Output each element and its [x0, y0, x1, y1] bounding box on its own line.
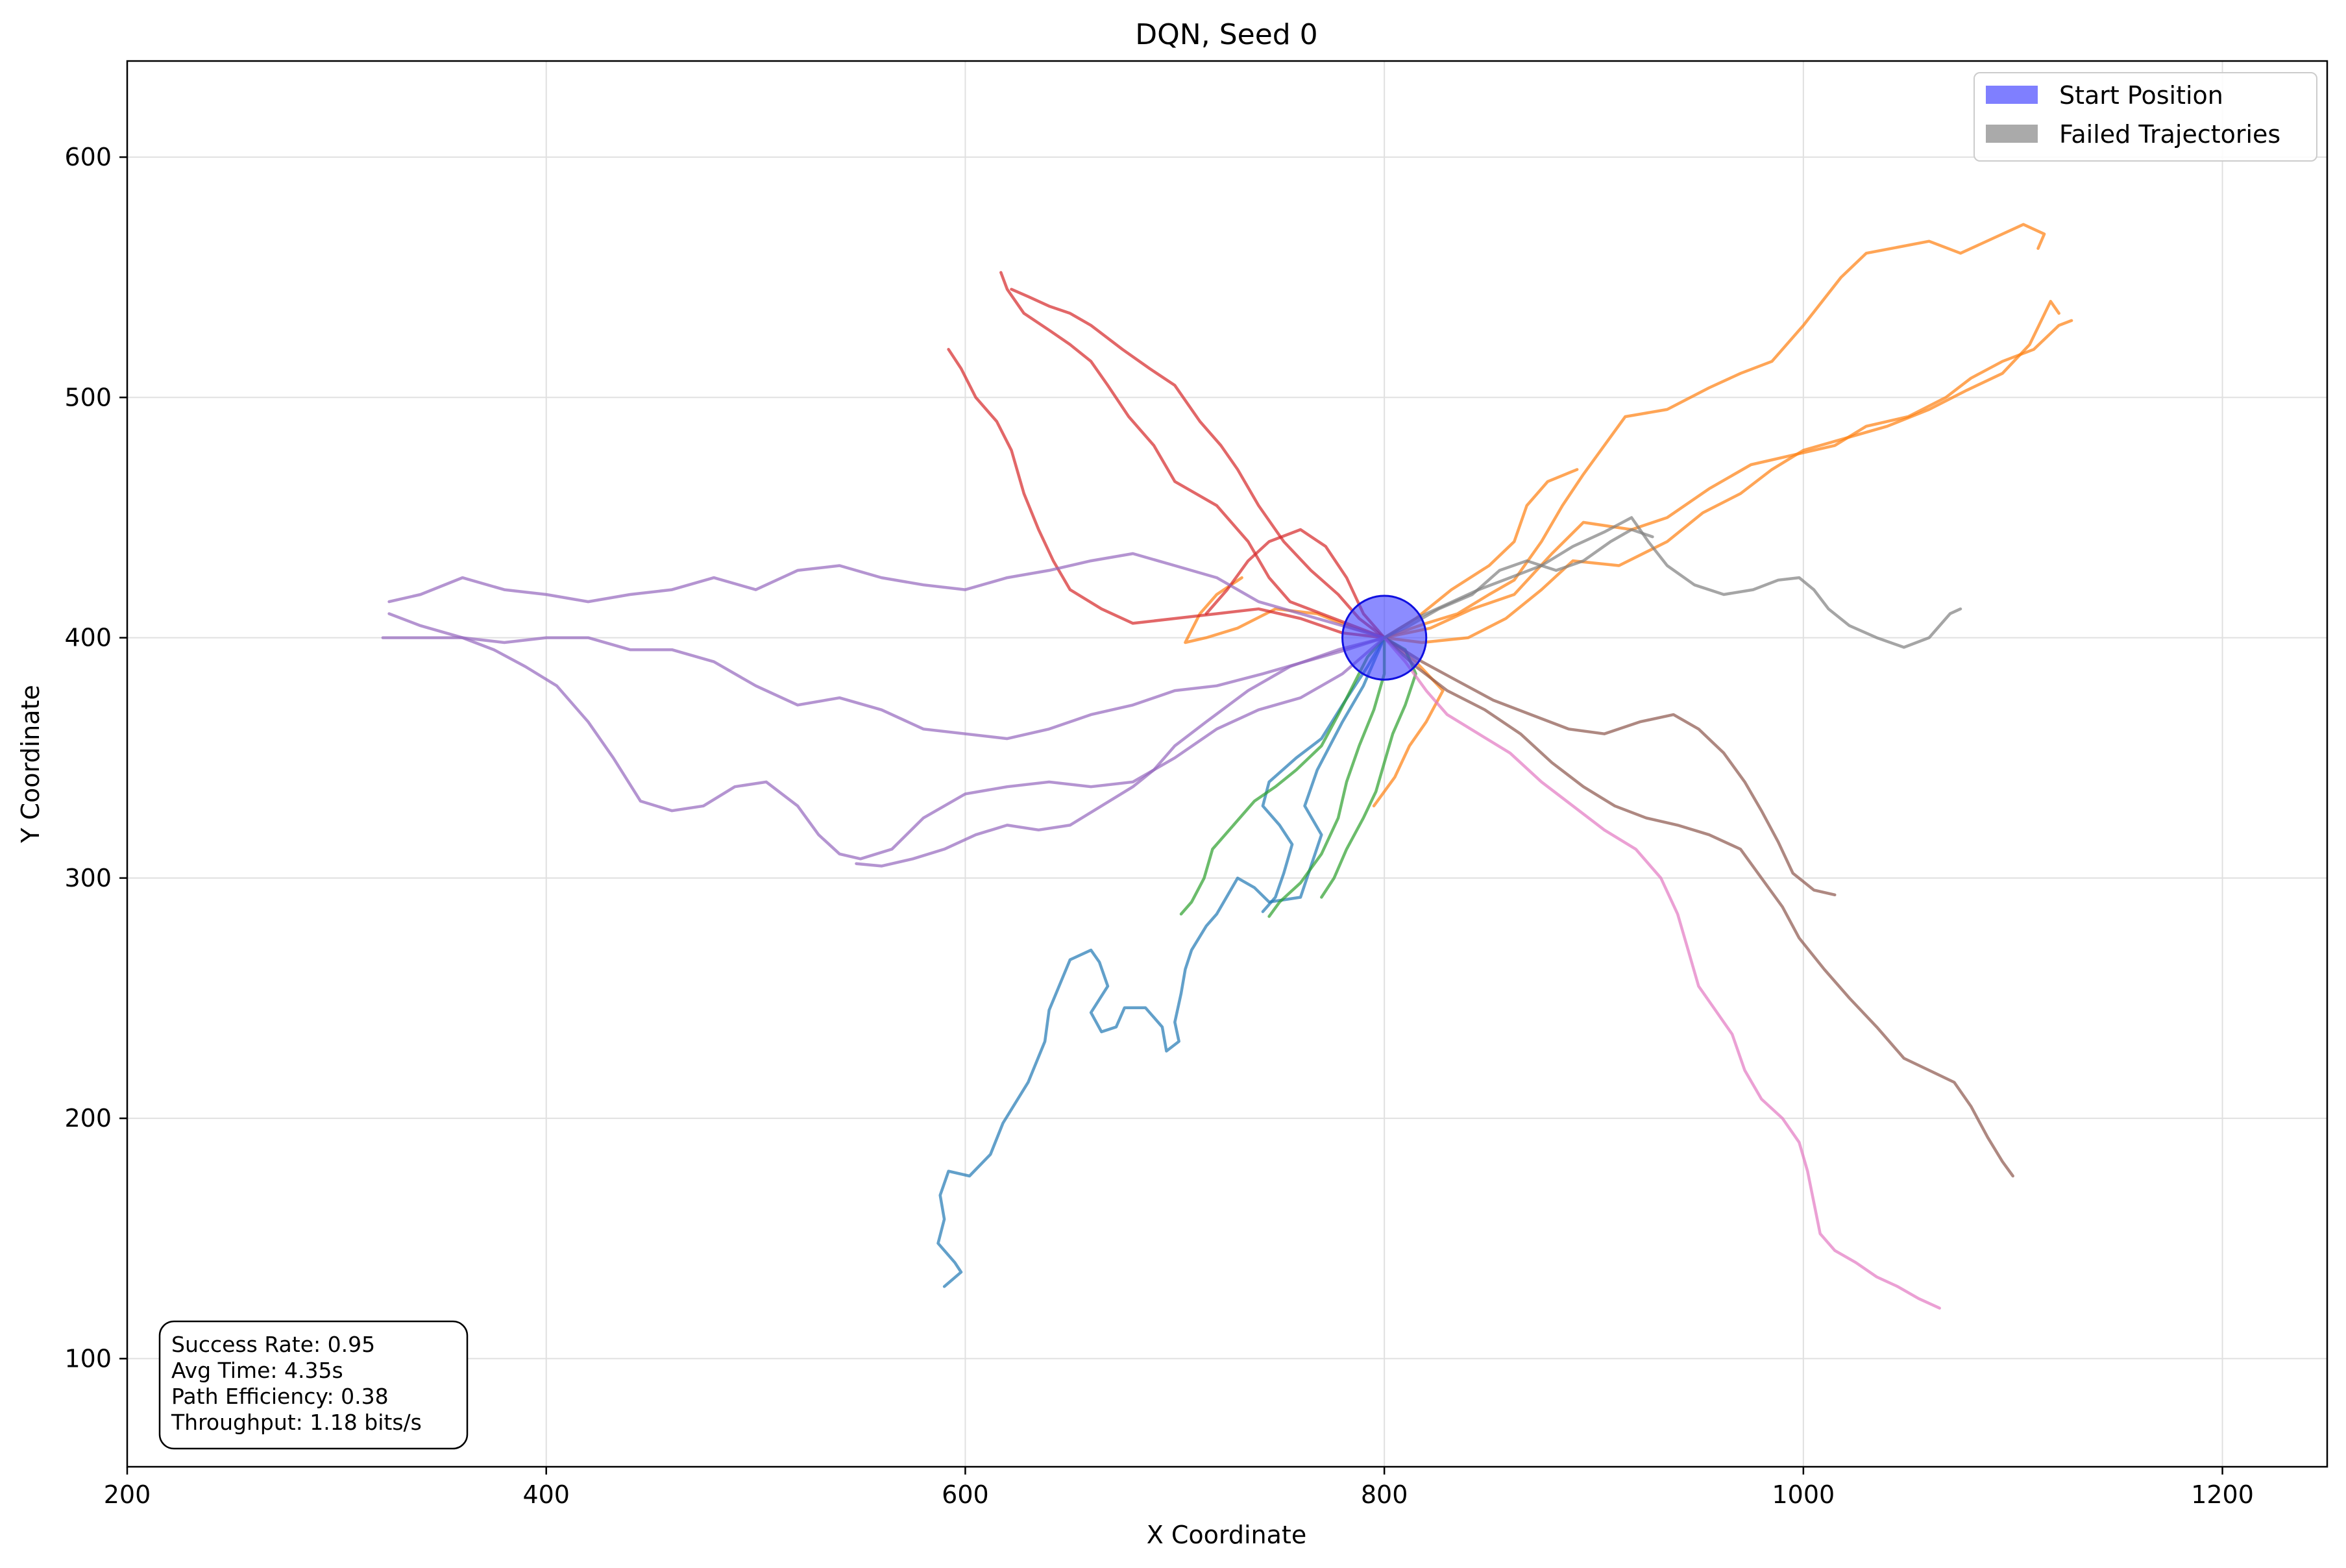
x-tick-label: 800 — [1361, 1480, 1408, 1509]
start-position-marker — [1341, 594, 1428, 681]
y-tick-label: 200 — [64, 1104, 112, 1133]
x-tick-label: 600 — [942, 1480, 989, 1509]
axis-ticks: 200 400 600 800 1000 1200 100 200 300 400 500 600 — [64, 143, 2253, 1509]
legend-swatch-failed-trajectories — [1986, 125, 2038, 143]
x-tick-label: 1000 — [1772, 1480, 1835, 1509]
legend-label-failed-trajectories: Failed Trajectories — [2059, 120, 2280, 149]
trajectory-20 — [1382, 636, 1837, 897]
trajectories-layer — [381, 223, 2073, 1310]
trajectory-13 — [947, 348, 1386, 639]
trajectory-16 — [381, 636, 1386, 741]
y-tick-label: 300 — [64, 864, 112, 892]
trajectory-3 — [1382, 319, 2073, 639]
trajectory-11 — [999, 271, 1386, 639]
trajectory-7 — [1382, 468, 1579, 639]
legend-box — [1973, 72, 2317, 162]
plot-background — [127, 61, 2327, 1467]
trajectory-4 — [1382, 300, 2060, 644]
stat-throughput: Throughput: 1.18 bits/s — [171, 1410, 422, 1435]
stats-box: Success Rate: 0.95 Avg Time: 4.35s Path … — [158, 1320, 469, 1450]
stat-path-efficiency: Path Efficiency: 0.38 — [171, 1384, 389, 1409]
start-position-layer — [1341, 594, 1428, 681]
failed-trajectory-22 — [1382, 516, 1962, 649]
stat-avg-time: Avg Time: 4.35s — [171, 1358, 343, 1383]
y-tick-label: 100 — [64, 1344, 112, 1373]
trajectory-12 — [1010, 288, 1386, 639]
y-tick-label: 500 — [64, 383, 112, 411]
trajectory-8 — [1179, 636, 1386, 916]
y-axis-label: Y Coordinate — [16, 685, 45, 844]
trajectory-2 — [1382, 223, 2046, 639]
plot-area — [126, 60, 2328, 1468]
failed-trajectory-23 — [1382, 528, 1654, 639]
trajectory-9 — [1267, 636, 1386, 918]
x-tick-label: 1200 — [2191, 1480, 2254, 1509]
legend-swatch-start-position — [1986, 86, 2038, 104]
legend-label-start-position: Start Position — [2059, 81, 2223, 110]
trajectory-14 — [1204, 528, 1386, 639]
y-tick-label: 600 — [64, 143, 112, 171]
chart-title: DQN, Seed 0 — [1135, 18, 1317, 51]
x-tick-label: 400 — [522, 1480, 570, 1509]
plot-frame — [126, 60, 2328, 1468]
x-tick-label: 200 — [104, 1480, 151, 1509]
trajectory-21 — [1382, 636, 1941, 1310]
y-tick-label: 400 — [64, 624, 112, 652]
trajectory-19 — [1382, 636, 2014, 1178]
trajectory-17 — [387, 612, 1386, 861]
trajectory-15 — [387, 552, 1386, 639]
trajectory-0 — [936, 636, 1386, 1288]
grid-layer — [127, 61, 2327, 1467]
stats-box-frame — [158, 1320, 469, 1450]
stat-success-rate: Success Rate: 0.95 — [171, 1332, 375, 1357]
trajectory-18 — [855, 636, 1386, 868]
legend: Start Position Failed Trajectories — [1973, 72, 2317, 162]
x-axis-label: X Coordinate — [1147, 1521, 1306, 1549]
trajectory-5 — [1184, 576, 1386, 644]
